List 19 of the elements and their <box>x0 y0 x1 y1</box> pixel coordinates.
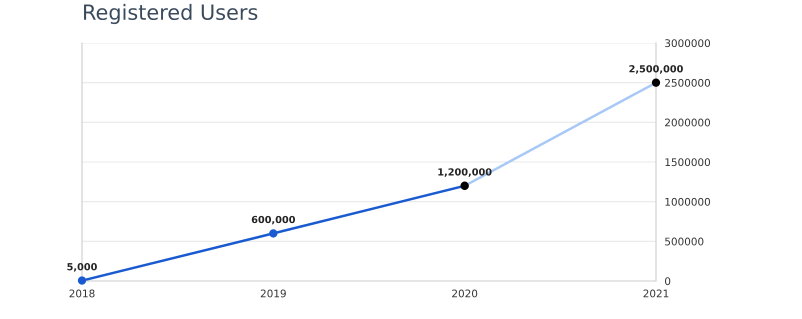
y-tick-label: 2500000 <box>665 78 710 87</box>
y-tick-label: 0 <box>665 277 670 286</box>
chart-title: Registered Users <box>84 4 258 24</box>
x-tick-label: 2021 <box>644 290 668 298</box>
data-label: 5,000 <box>67 263 97 272</box>
x-tick-label: 2018 <box>70 290 95 298</box>
point <box>78 276 86 285</box>
y-tick-label: 1000000 <box>665 198 710 206</box>
x-tick-label: 2019 <box>260 290 286 298</box>
point <box>652 78 660 87</box>
y-tick-label: 1500000 <box>665 158 710 166</box>
data-label: 2,500,000 <box>629 65 683 74</box>
point <box>269 229 278 238</box>
x-tick-label: 2020 <box>452 290 478 298</box>
y-tick-label: 2000000 <box>665 118 710 126</box>
y-tick-label: 500000 <box>665 238 704 246</box>
y-tick-label: 3000000 <box>665 39 710 48</box>
data-label: 600,000 <box>252 216 296 224</box>
data-label: 1,200,000 <box>438 168 492 177</box>
